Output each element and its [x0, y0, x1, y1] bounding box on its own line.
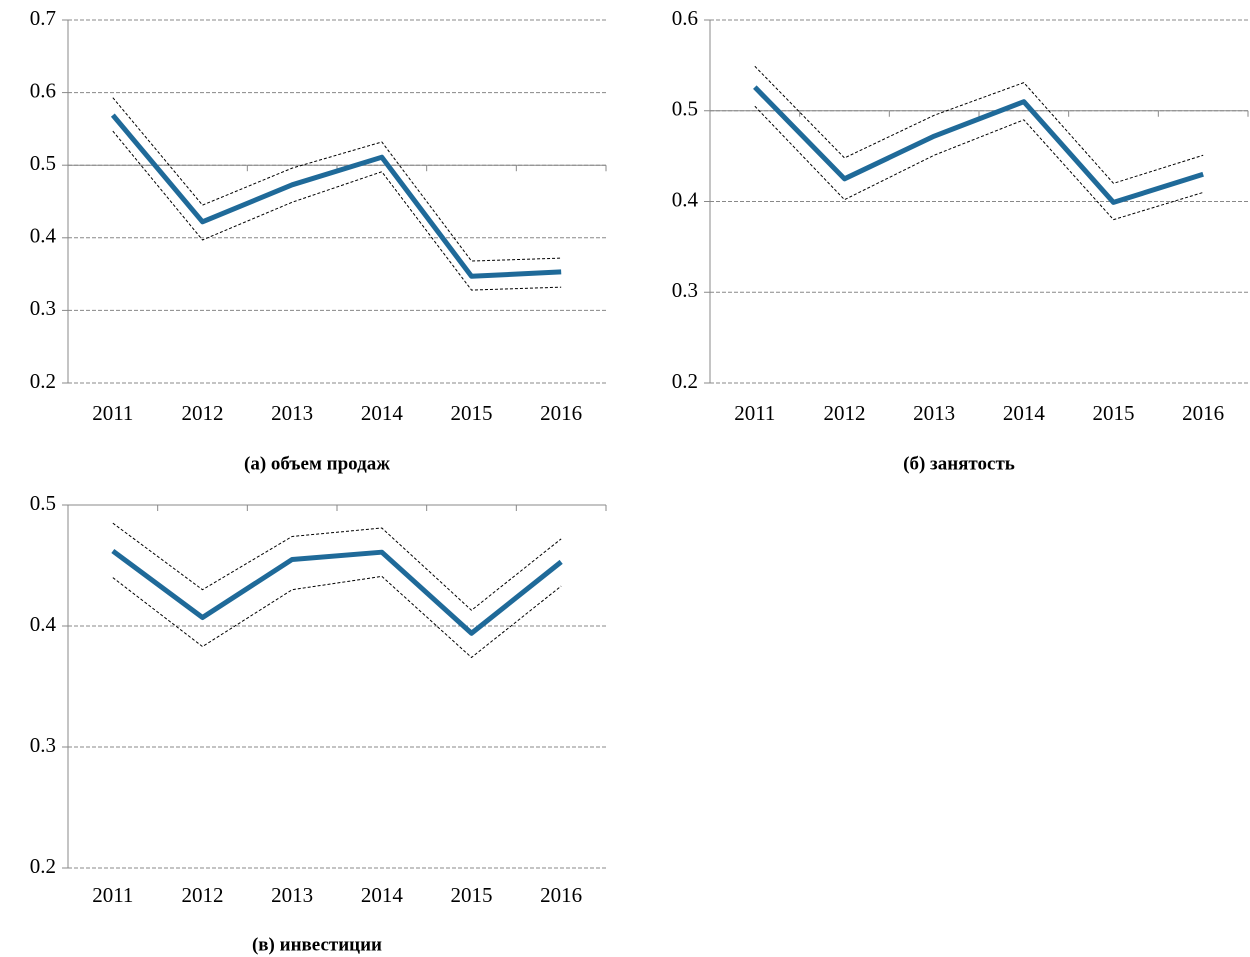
x-tick-label: 2015 [451, 401, 493, 425]
y-tick-label: 0.6 [672, 6, 698, 30]
y-tick-label: 0.4 [672, 187, 699, 211]
x-tick-label: 2012 [182, 883, 224, 907]
x-tick-label: 2012 [182, 401, 224, 425]
x-tick-label: 2011 [92, 401, 133, 425]
y-tick-label: 0.2 [30, 854, 56, 878]
y-tick-label: 0.2 [672, 369, 698, 393]
series-line [110, 113, 562, 279]
series-line [754, 105, 1204, 221]
series-line [112, 130, 562, 291]
x-tick-label: 2014 [1003, 401, 1046, 425]
series-line [112, 522, 562, 611]
x-tick-label: 2014 [361, 883, 404, 907]
y-tick-label: 0.4 [30, 224, 57, 248]
x-tick-label: 2011 [734, 401, 775, 425]
y-tick-label: 0.5 [30, 151, 56, 175]
chart-title: (б) занятость [903, 453, 1015, 474]
y-tick-label: 0.5 [672, 97, 698, 121]
x-tick-label: 2013 [913, 401, 955, 425]
chart-title: (а) объем продаж [244, 453, 390, 474]
y-tick-label: 0.3 [30, 733, 56, 757]
y-tick-label: 0.4 [30, 612, 57, 636]
x-tick-label: 2013 [271, 401, 313, 425]
x-tick-label: 2015 [451, 883, 493, 907]
x-tick-label: 2016 [1182, 401, 1224, 425]
x-tick-label: 2011 [92, 883, 133, 907]
x-tick-label: 2014 [361, 401, 404, 425]
series-line [111, 548, 563, 636]
x-tick-label: 2013 [271, 883, 313, 907]
series-line [112, 97, 562, 262]
y-tick-label: 0.6 [30, 78, 56, 102]
x-tick-label: 2015 [1093, 401, 1135, 425]
y-tick-label: 0.5 [30, 491, 56, 515]
x-tick-label: 2016 [540, 401, 582, 425]
y-tick-label: 0.3 [30, 296, 56, 320]
x-tick-label: 2016 [540, 883, 582, 907]
y-tick-label: 0.7 [30, 6, 56, 30]
chart-title: (в) инвестиции [252, 934, 382, 955]
y-tick-label: 0.2 [30, 369, 56, 393]
y-tick-label: 0.3 [672, 278, 698, 302]
series-line [753, 85, 1204, 205]
series-line [754, 65, 1204, 184]
x-tick-label: 2012 [824, 401, 866, 425]
